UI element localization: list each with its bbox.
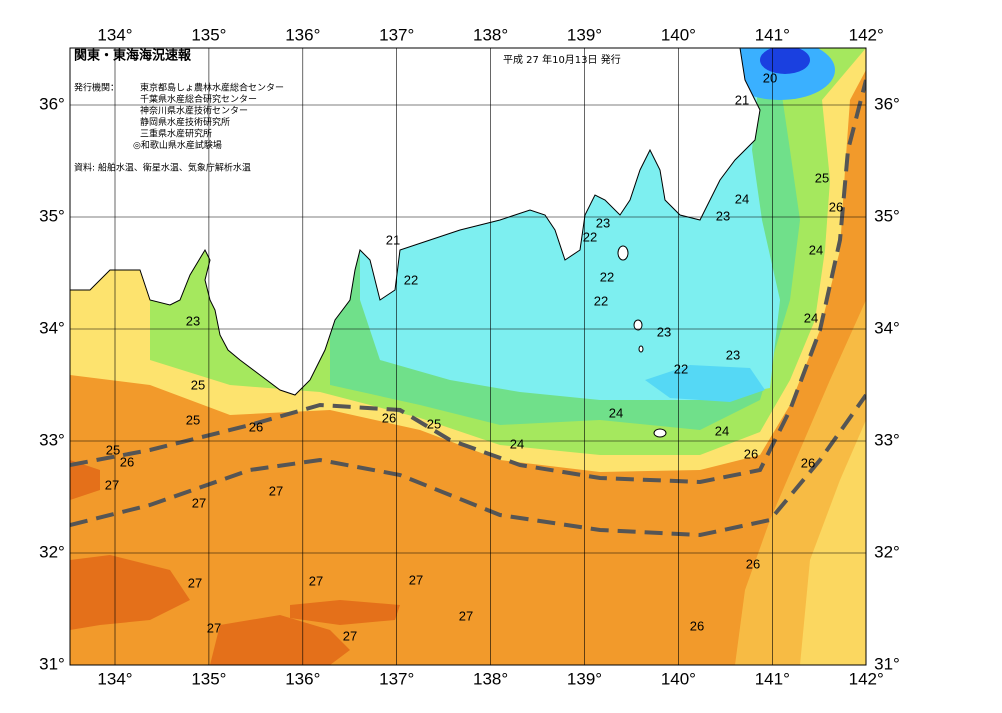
contour-label: 24 (609, 405, 623, 420)
contour-label: 27 (105, 477, 119, 492)
lat-label: 31° (874, 654, 900, 673)
contour-label: 24 (735, 191, 749, 206)
lon-label: 135° (191, 25, 226, 44)
lon-label: 141° (755, 25, 790, 44)
contour-label: 27 (192, 495, 206, 510)
lon-label: 141° (755, 669, 790, 688)
lat-label: 36° (39, 94, 65, 113)
contour-label: 21 (386, 232, 400, 247)
lat-label: 33° (39, 430, 65, 449)
contour-label: 25 (191, 377, 205, 392)
contour-label: 22 (404, 272, 418, 287)
contour-label: 23 (716, 208, 730, 223)
map-overlay: 東京都島しょ農林水産総合センター千葉県水産総合研究センター神奈川県水産技術センタ… (39, 25, 900, 688)
contour-label: 24 (809, 242, 823, 257)
lon-label: 139° (567, 25, 602, 44)
lat-label: 35° (39, 206, 65, 225)
contour-label: 26 (120, 454, 134, 469)
contour-label: 26 (744, 446, 758, 461)
lon-label: 138° (473, 25, 508, 44)
lat-label: 34° (874, 318, 900, 337)
contour-label: 25 (106, 442, 120, 457)
contour-label: 26 (249, 419, 263, 434)
contour-label: 26 (746, 556, 760, 571)
contour-label: 24 (804, 310, 818, 325)
issuer: 静岡県水産技術研究所 (140, 116, 230, 128)
lon-label: 142° (849, 669, 884, 688)
lon-label: 140° (661, 669, 696, 688)
contour-label: 27 (459, 608, 473, 623)
lon-label: 136° (285, 669, 320, 688)
issuer: 三重県水産研究所 (140, 128, 212, 140)
lon-label: 138° (473, 669, 508, 688)
lat-label: 36° (874, 94, 900, 113)
contour-label: 27 (269, 483, 283, 498)
lon-label: 137° (379, 669, 414, 688)
issuer: ◎和歌山県水産試験場 (133, 139, 222, 151)
contour-label: 24 (715, 423, 729, 438)
lon-label: 140° (661, 25, 696, 44)
lat-label: 35° (874, 206, 900, 225)
issuer: 神奈川県水産技術センター (140, 105, 248, 117)
issuer-label: 発行機関： (74, 82, 119, 94)
issuer: 千葉県水産総合研究センター (140, 93, 257, 105)
contour-label: 25 (186, 412, 200, 427)
contour-label: 25 (427, 416, 441, 431)
data-source: 資料: 船舶水温、衛星水温、気象庁解析水温 (74, 162, 251, 174)
contour-label: 27 (188, 575, 202, 590)
issuer: 東京都島しょ農林水産総合センター (140, 82, 284, 94)
lon-label: 142° (849, 25, 884, 44)
contour-label: 27 (207, 620, 221, 635)
contour-label: 22 (594, 293, 608, 308)
contour-label: 27 (409, 572, 423, 587)
lat-label: 32° (874, 542, 900, 561)
lon-label: 134° (97, 25, 132, 44)
lon-label: 135° (191, 669, 226, 688)
contour-label: 27 (343, 628, 357, 643)
issue-date: 平成 27 年10月13日 発行 (503, 53, 621, 66)
contour-label: 23 (726, 347, 740, 362)
sea-temperature-fill (70, 48, 866, 665)
lat-label: 31° (39, 654, 65, 673)
contour-label: 24 (510, 436, 524, 451)
contour-label: 23 (596, 215, 610, 230)
lat-label: 32° (39, 542, 65, 561)
contour-label: 23 (657, 324, 671, 339)
lat-label: 33° (874, 430, 900, 449)
lon-label: 137° (379, 25, 414, 44)
contour-label: 26 (690, 618, 704, 633)
contour-label: 26 (382, 410, 396, 425)
contour-label: 23 (186, 313, 200, 328)
lon-label: 139° (567, 669, 602, 688)
lon-label: 136° (285, 25, 320, 44)
title: 関東・東海海況速報 (74, 48, 192, 64)
contour-label: 20 (763, 70, 777, 85)
contour-label: 27 (309, 573, 323, 588)
contour-label: 25 (815, 170, 829, 185)
contour-label: 22 (600, 269, 614, 284)
lon-label: 134° (97, 669, 132, 688)
contour-label: 26 (829, 199, 843, 214)
contour-label: 21 (735, 92, 749, 107)
lat-label: 34° (39, 318, 65, 337)
contour-label: 26 (801, 455, 815, 470)
contour-label: 22 (674, 361, 688, 376)
contour-label: 22 (583, 229, 597, 244)
